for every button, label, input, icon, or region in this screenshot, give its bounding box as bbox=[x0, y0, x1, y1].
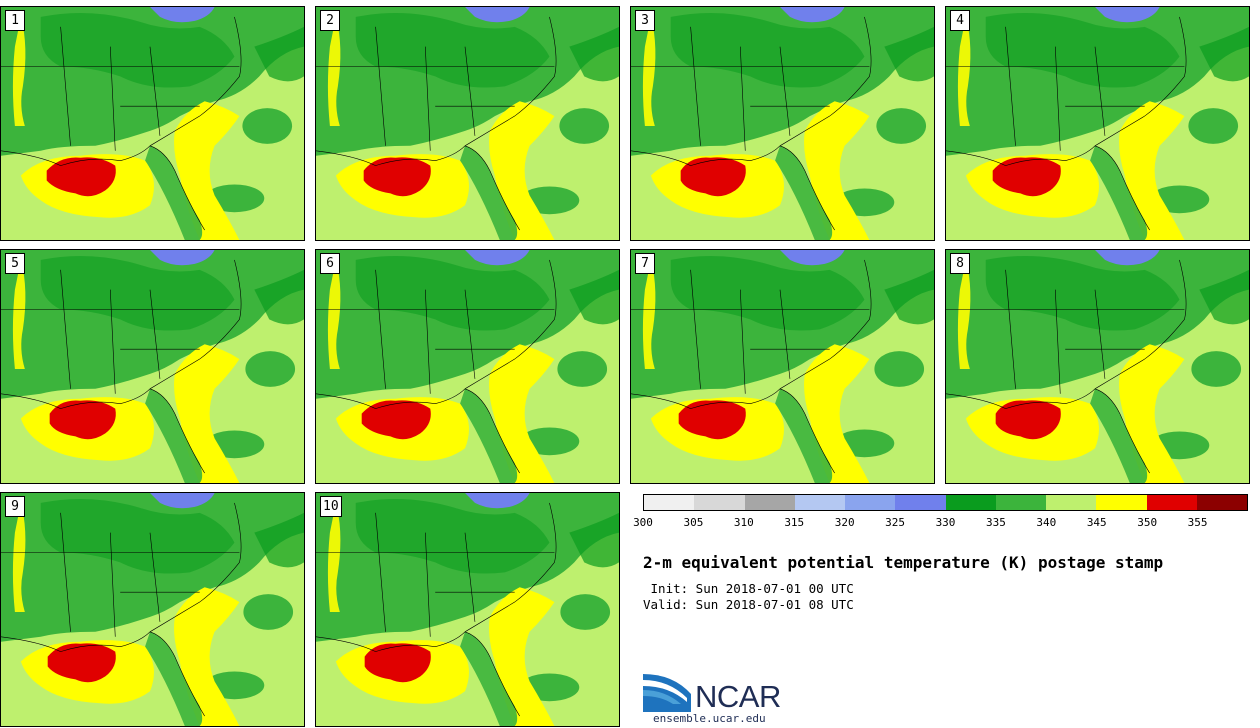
colorbar-tick-label: 305 bbox=[683, 516, 704, 529]
panel-number-badge: 5 bbox=[5, 253, 25, 274]
colorbar-swatch bbox=[1146, 495, 1197, 510]
panel-number-badge: 10 bbox=[320, 496, 342, 517]
map-panel: 5 bbox=[0, 249, 305, 484]
colorbar-tick-label: 350 bbox=[1137, 516, 1158, 529]
colorbar-tick-label: 315 bbox=[784, 516, 805, 529]
init-time: Init: Sun 2018-07-01 00 UTC bbox=[643, 581, 854, 596]
colorbar-tick-label: 330 bbox=[935, 516, 956, 529]
map-panel: 7 bbox=[630, 249, 935, 484]
colorbar-tick-label: 325 bbox=[885, 516, 906, 529]
map-panel: 10 bbox=[315, 492, 620, 727]
colorbar-swatch bbox=[895, 495, 946, 510]
map-image bbox=[631, 7, 934, 240]
map-panel: 1 bbox=[0, 6, 305, 241]
colorbar-tick-label: 320 bbox=[834, 516, 855, 529]
colorbar-swatch bbox=[1096, 495, 1147, 510]
panel-number-badge: 9 bbox=[5, 496, 25, 517]
colorbar-ticks: 300 305 310 315 320 325 330 335 340 345 350 355 bbox=[633, 516, 1248, 530]
panel-number-badge: 2 bbox=[320, 10, 340, 31]
map-image bbox=[316, 493, 619, 726]
map-image bbox=[946, 250, 1249, 483]
panel-number-badge: 4 bbox=[950, 10, 970, 31]
map-image bbox=[631, 250, 934, 483]
map-image bbox=[1, 7, 304, 240]
colorbar-swatch bbox=[794, 495, 845, 510]
map-panel: 3 bbox=[630, 6, 935, 241]
panel-number-badge: 3 bbox=[635, 10, 655, 31]
map-image bbox=[1, 493, 304, 726]
map-image bbox=[316, 250, 619, 483]
colorbar-swatch bbox=[694, 495, 745, 510]
colorbar-swatch bbox=[845, 495, 896, 510]
map-panel: 4 bbox=[945, 6, 1250, 241]
panel-number-badge: 1 bbox=[5, 10, 25, 31]
colorbar-swatch bbox=[1046, 495, 1097, 510]
colorbar-swatch bbox=[995, 495, 1046, 510]
colorbar-swatch bbox=[1196, 495, 1247, 510]
colorbar-tick-label: 335 bbox=[985, 516, 1006, 529]
colorbar bbox=[643, 494, 1248, 511]
colorbar-tick-label: 340 bbox=[1036, 516, 1057, 529]
colorbar-tick-label: 310 bbox=[733, 516, 754, 529]
figure-title: 2-m equivalent potential temperature (K)… bbox=[643, 553, 1164, 572]
panel-number-badge: 8 bbox=[950, 253, 970, 274]
ncar-url: ensemble.ucar.edu bbox=[653, 712, 766, 725]
colorbar-tick-label: 300 bbox=[633, 516, 653, 529]
colorbar-swatch bbox=[744, 495, 795, 510]
panel-number-badge: 7 bbox=[635, 253, 655, 274]
colorbar-tick-label: 355 bbox=[1187, 516, 1208, 529]
panel-number-badge: 6 bbox=[320, 253, 340, 274]
map-image bbox=[316, 7, 619, 240]
ncar-logo-text: NCAR bbox=[695, 679, 781, 714]
map-panel: 9 bbox=[0, 492, 305, 727]
map-panel: 6 bbox=[315, 249, 620, 484]
colorbar-tick-label: 345 bbox=[1086, 516, 1107, 529]
map-image bbox=[1, 250, 304, 483]
colorbar-swatch bbox=[945, 495, 996, 510]
ncar-logo-icon bbox=[643, 674, 691, 712]
map-image bbox=[946, 7, 1249, 240]
map-panel: 8 bbox=[945, 249, 1250, 484]
colorbar-swatch bbox=[644, 495, 695, 510]
map-panel: 2 bbox=[315, 6, 620, 241]
valid-time: Valid: Sun 2018-07-01 08 UTC bbox=[643, 597, 854, 612]
